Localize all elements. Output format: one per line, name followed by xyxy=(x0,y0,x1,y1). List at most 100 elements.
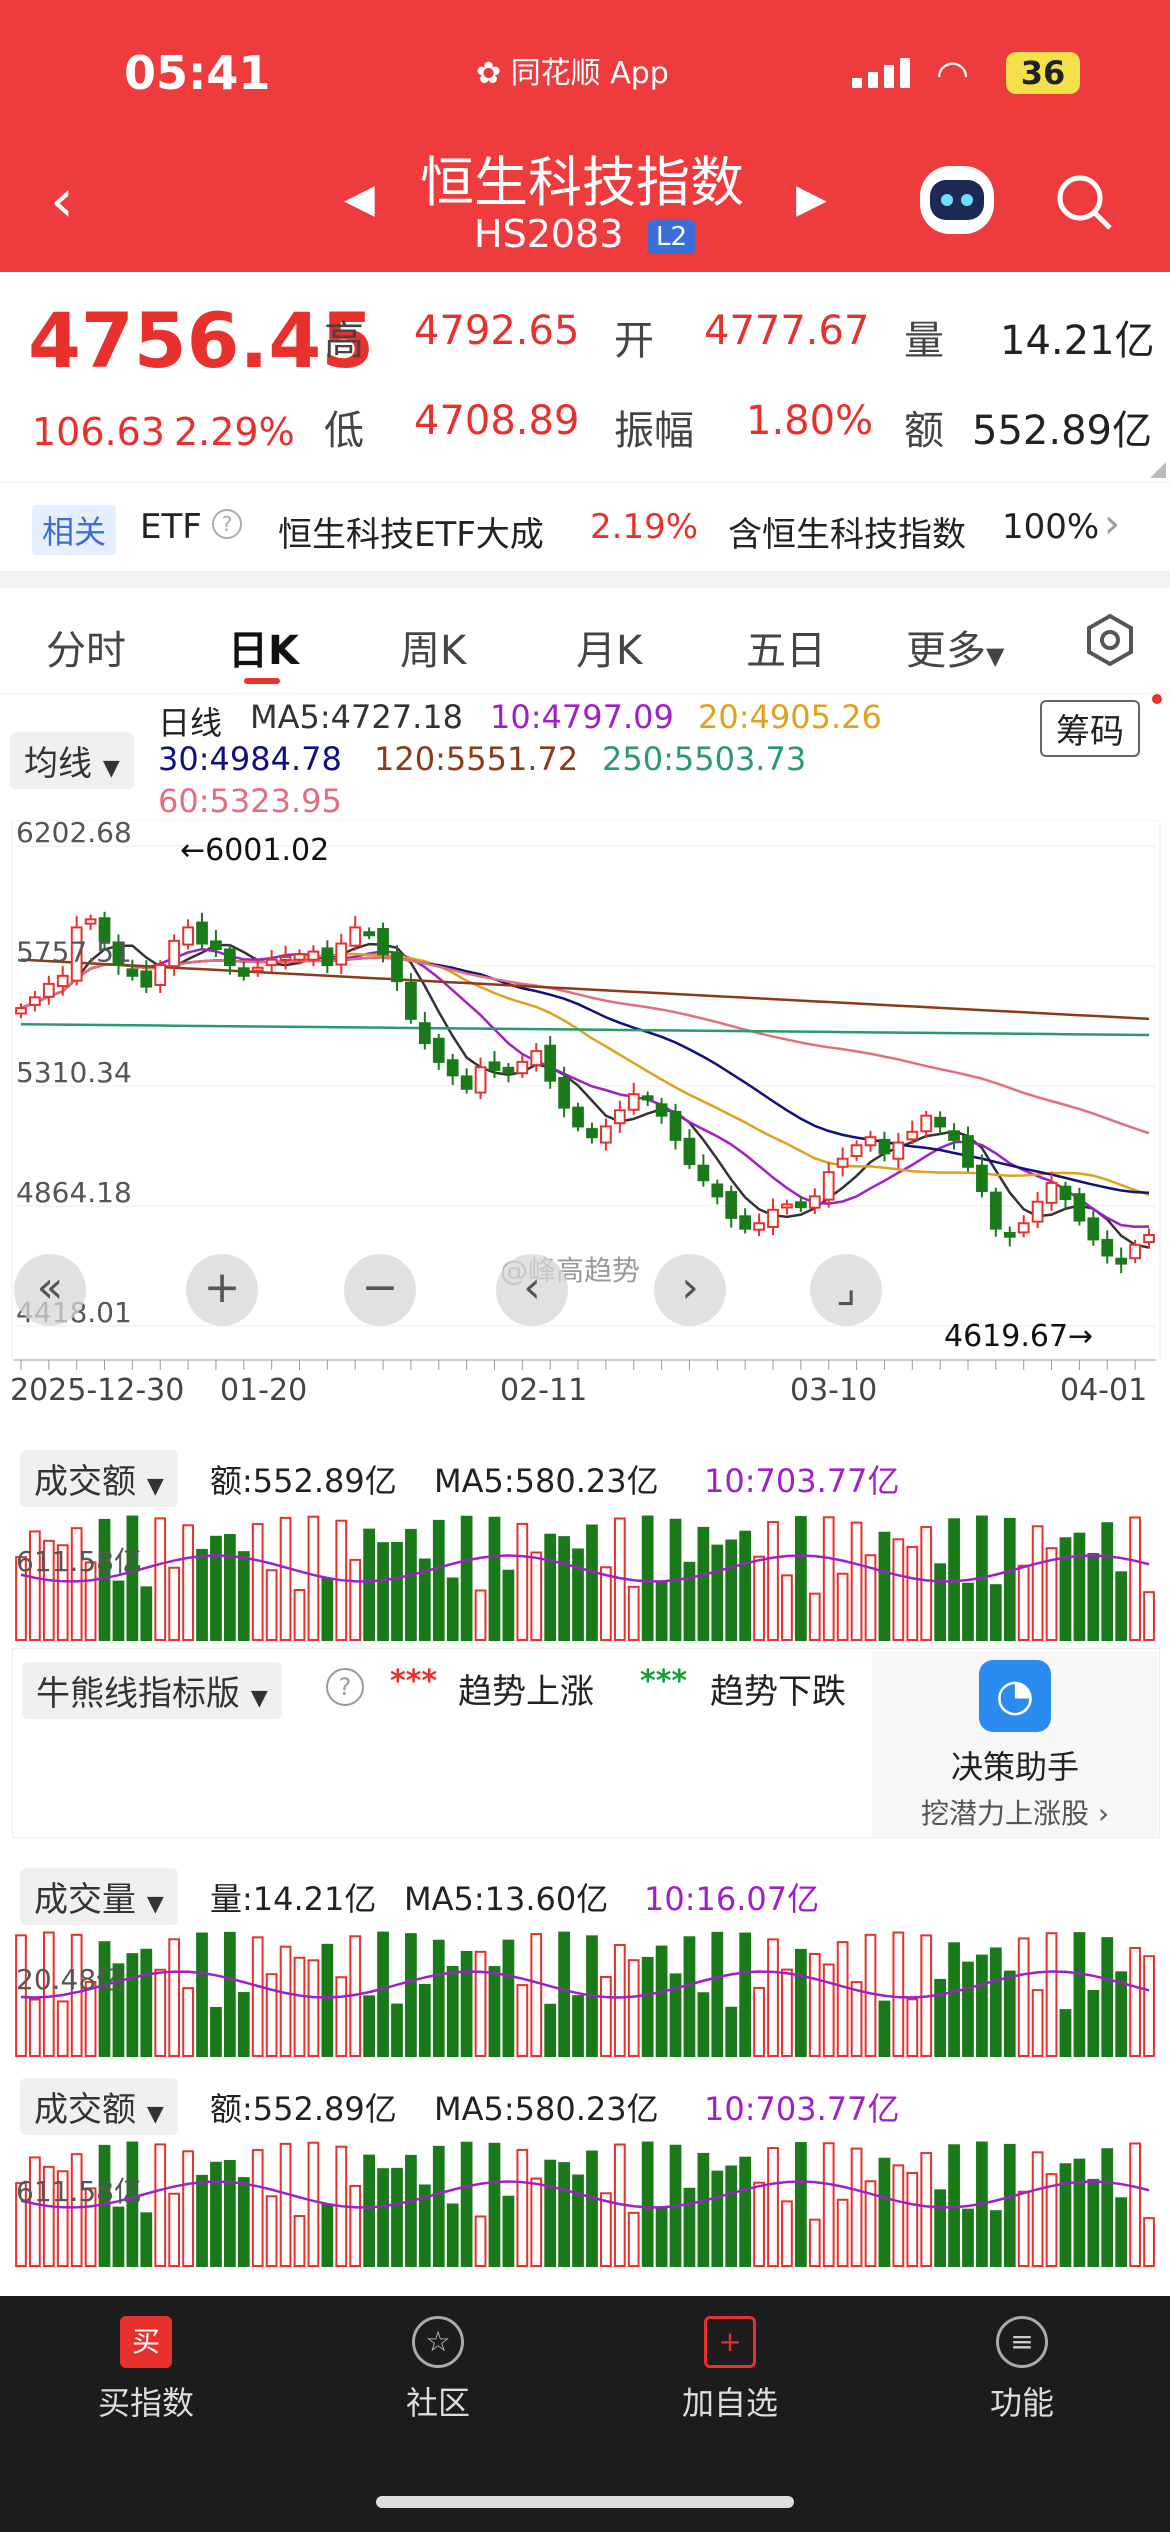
volume-bar xyxy=(1143,1955,1155,2058)
turnover-bar-lower xyxy=(112,2206,125,2268)
turnover-bar xyxy=(1129,1516,1141,1642)
bar-ma-line xyxy=(20,1554,1150,1583)
zoom-out-button[interactable]: − xyxy=(344,1254,416,1326)
turnover-bar-lower xyxy=(502,2195,515,2267)
turnover-bar xyxy=(349,1558,362,1641)
turnover-bar xyxy=(1115,1571,1128,1642)
tab-intraday[interactable]: 分时 xyxy=(46,628,126,674)
volume-bar xyxy=(794,1948,807,2057)
volume-bar xyxy=(1003,1970,1016,2057)
turnover-bar-lower xyxy=(753,2181,765,2267)
turnover-bar-lower xyxy=(1073,2158,1086,2268)
index-weight-pct: 100% xyxy=(1002,507,1100,547)
prev-index-icon[interactable]: ◀ xyxy=(344,176,375,222)
turnover-bar xyxy=(600,1566,612,1641)
turnover-bar xyxy=(739,1530,752,1641)
turnover-bar xyxy=(906,1545,919,1641)
volume-ma5: MA5:13.60亿 xyxy=(404,1880,609,1918)
zoom-in-button[interactable]: + xyxy=(186,1254,258,1326)
turnover-bar-lower xyxy=(1045,2173,1058,2268)
nav-community[interactable]: ☆ 社区 xyxy=(338,2316,538,2424)
turnover-bar-lower xyxy=(84,2187,97,2267)
turnover-bar-lower xyxy=(627,2211,640,2267)
stat-low: 4708.89 xyxy=(414,398,580,444)
candle-body xyxy=(196,921,208,945)
bull-bear-selector[interactable]: 牛熊线指标版 ▼ xyxy=(22,1662,282,1719)
turnover-bar-lower xyxy=(1115,2197,1128,2268)
community-icon: ☆ xyxy=(412,2316,464,2368)
tab-daily-k[interactable]: 日K xyxy=(228,628,299,674)
help-icon[interactable]: ? xyxy=(212,509,242,539)
moving-average-lines xyxy=(20,942,1150,1249)
nav-add-watchlist[interactable]: + 加自选 xyxy=(630,2316,830,2424)
candle-body xyxy=(279,955,292,961)
pan-right-button[interactable]: › xyxy=(654,1254,726,1326)
nav-functions[interactable]: ≡ 功能 xyxy=(922,2316,1122,2424)
candle-body xyxy=(1073,1193,1086,1222)
ma10-value: 10:4797.09 xyxy=(490,698,674,736)
low-annotation: 4619.67→ xyxy=(944,1319,1093,1354)
kline-panel: 均线 ▼ 日线 MA5:4727.18 10:4797.09 20:4905.2… xyxy=(0,694,1170,2294)
decision-assistant-card[interactable]: ◔ 决策助手 挖潜力上涨股 › xyxy=(872,1652,1158,1836)
related-etf-bar[interactable]: 相关 ETF ? 恒生科技ETF大成 2.19% 含恒生科技指数 100% › xyxy=(0,482,1170,572)
turnover-bar-lower xyxy=(962,2208,974,2268)
volume-bar xyxy=(627,1959,640,2058)
turnover-bar-lower xyxy=(989,2210,1002,2267)
robot-assistant-icon[interactable] xyxy=(920,166,994,234)
search-icon[interactable] xyxy=(1054,172,1114,232)
candle-body xyxy=(544,1044,557,1082)
help-icon[interactable]: ? xyxy=(326,1668,364,1706)
volume-bar xyxy=(363,1995,376,2058)
turnover-bar xyxy=(474,1589,487,1642)
battery-icon: 36 xyxy=(1006,52,1080,94)
turnover-bar xyxy=(1003,1517,1016,1641)
turnover-ma10: 10:703.77亿 xyxy=(704,1462,900,1500)
turnover2-selector[interactable]: 成交额 ▼ xyxy=(20,2078,178,2135)
tab-monthly-k[interactable]: 月K xyxy=(576,628,643,674)
back-icon[interactable]: ‹ xyxy=(50,166,74,236)
turnover-bar-lower xyxy=(56,2170,69,2268)
turnover-bar-lower xyxy=(321,2203,334,2268)
tab-more[interactable]: 更多▼ xyxy=(906,618,1004,676)
turnover-bar xyxy=(15,1556,27,1641)
turnover-bar-lower xyxy=(432,2145,445,2268)
volume-bar xyxy=(210,2006,222,2058)
turnover-bar xyxy=(892,1538,905,1641)
tab-five-day[interactable]: 五日 xyxy=(746,628,826,674)
ma-selector[interactable]: 均线 ▼ xyxy=(10,732,134,789)
tab-weekly-k[interactable]: 周K xyxy=(400,628,467,674)
x-axis-ticks: 2025-12-30 01-20 02-11 03-10 04-01 xyxy=(10,1359,1156,1408)
turnover-bar xyxy=(1017,1564,1030,1642)
turnover-bar-lower xyxy=(349,2184,362,2267)
pan-left-button[interactable]: ‹ xyxy=(496,1254,568,1326)
next-index-icon[interactable]: ▶ xyxy=(796,176,827,222)
turnover-bar xyxy=(223,1534,236,1642)
volume-bar xyxy=(251,1936,264,2057)
scroll-left-button[interactable]: « xyxy=(14,1254,86,1326)
chips-button[interactable]: 筹码 xyxy=(1040,700,1140,757)
turnover-bar-lower xyxy=(1017,2190,1030,2267)
stat-label: 开 xyxy=(614,318,654,364)
nav-buy-index[interactable]: 买 买指数 xyxy=(46,2316,246,2424)
bull-bear-selector-label: 牛熊线指标版 xyxy=(36,1674,240,1714)
candle-body xyxy=(711,1183,724,1198)
turnover-bar-lower xyxy=(223,2160,236,2267)
turnover-selector[interactable]: 成交额 ▼ xyxy=(20,1450,178,1507)
turnover-bar xyxy=(488,1516,501,1642)
turnover-bar-lower xyxy=(683,2187,696,2267)
bar-ma-line xyxy=(20,2180,1150,2209)
volume-selector[interactable]: 成交量 ▼ xyxy=(20,1868,178,1925)
turnover-bar xyxy=(572,1548,584,1642)
settings-icon[interactable] xyxy=(1082,612,1138,668)
stat-label: 高 xyxy=(324,318,364,364)
turnover-bar-lower xyxy=(391,2167,403,2268)
candle-body xyxy=(56,974,69,988)
turnover-bar-lower xyxy=(237,2177,250,2268)
volume-bar xyxy=(223,1931,236,2058)
fullscreen-button[interactable]: ⌟ xyxy=(810,1254,882,1326)
y-tick-label: 5310.34 xyxy=(16,1056,132,1089)
turnover-bar-lower xyxy=(363,2154,376,2268)
expand-corner-icon[interactable] xyxy=(1150,462,1166,478)
turnover-bar xyxy=(530,1551,543,1641)
